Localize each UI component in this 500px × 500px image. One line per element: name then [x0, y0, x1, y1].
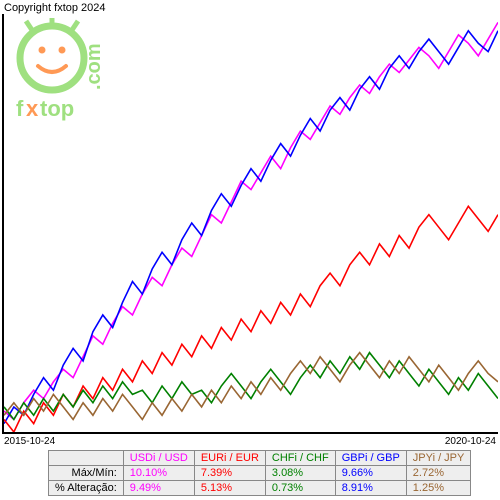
- maxmin-euri: 7.39%: [194, 466, 265, 481]
- maxmin-jpyi: 2.72%: [406, 466, 471, 481]
- legend-maxmin-row: Máx/Mín: 10.10% 7.39% 3.08% 9.66% 2.72%: [49, 466, 471, 481]
- pct-gbpi: 8.91%: [335, 481, 406, 496]
- x-axis-max-label: 2020-10-24: [445, 436, 496, 447]
- row-label-maxmin: Máx/Mín:: [49, 466, 124, 481]
- chart-plot-area: [2, 14, 498, 434]
- copyright-text: Copyright fxtop 2024: [4, 2, 106, 14]
- row-label-pct: % Alteração:: [49, 481, 124, 496]
- legend-col-usdi: USDi / USD: [123, 451, 194, 466]
- pct-jpyi: 1.25%: [406, 481, 471, 496]
- legend-blank-cell: [49, 451, 124, 466]
- legend-table: USDi / USD EURi / EUR CHFi / CHF GBPi / …: [48, 450, 471, 496]
- maxmin-gbpi: 9.66%: [335, 466, 406, 481]
- legend-col-chfi: CHFi / CHF: [265, 451, 335, 466]
- maxmin-usdi: 10.10%: [123, 466, 194, 481]
- pct-chfi: 0.73%: [265, 481, 335, 496]
- series-line-chfi: [4, 353, 498, 420]
- series-line-gbpi: [4, 31, 498, 424]
- x-axis-min-label: 2015-10-24: [4, 436, 55, 447]
- pct-euri: 5.13%: [194, 481, 265, 496]
- legend-col-euri: EURi / EUR: [194, 451, 265, 466]
- chart-lines: [4, 14, 498, 432]
- legend-col-jpyi: JPYi / JPY: [406, 451, 471, 466]
- maxmin-chfi: 3.08%: [265, 466, 335, 481]
- legend-header-row: USDi / USD EURi / EUR CHFi / CHF GBPi / …: [49, 451, 471, 466]
- legend-pct-row: % Alteração: 9.49% 5.13% 0.73% 8.91% 1.2…: [49, 481, 471, 496]
- legend-col-gbpi: GBPi / GBP: [335, 451, 406, 466]
- series-line-jpyi: [4, 353, 498, 420]
- pct-usdi: 9.49%: [123, 481, 194, 496]
